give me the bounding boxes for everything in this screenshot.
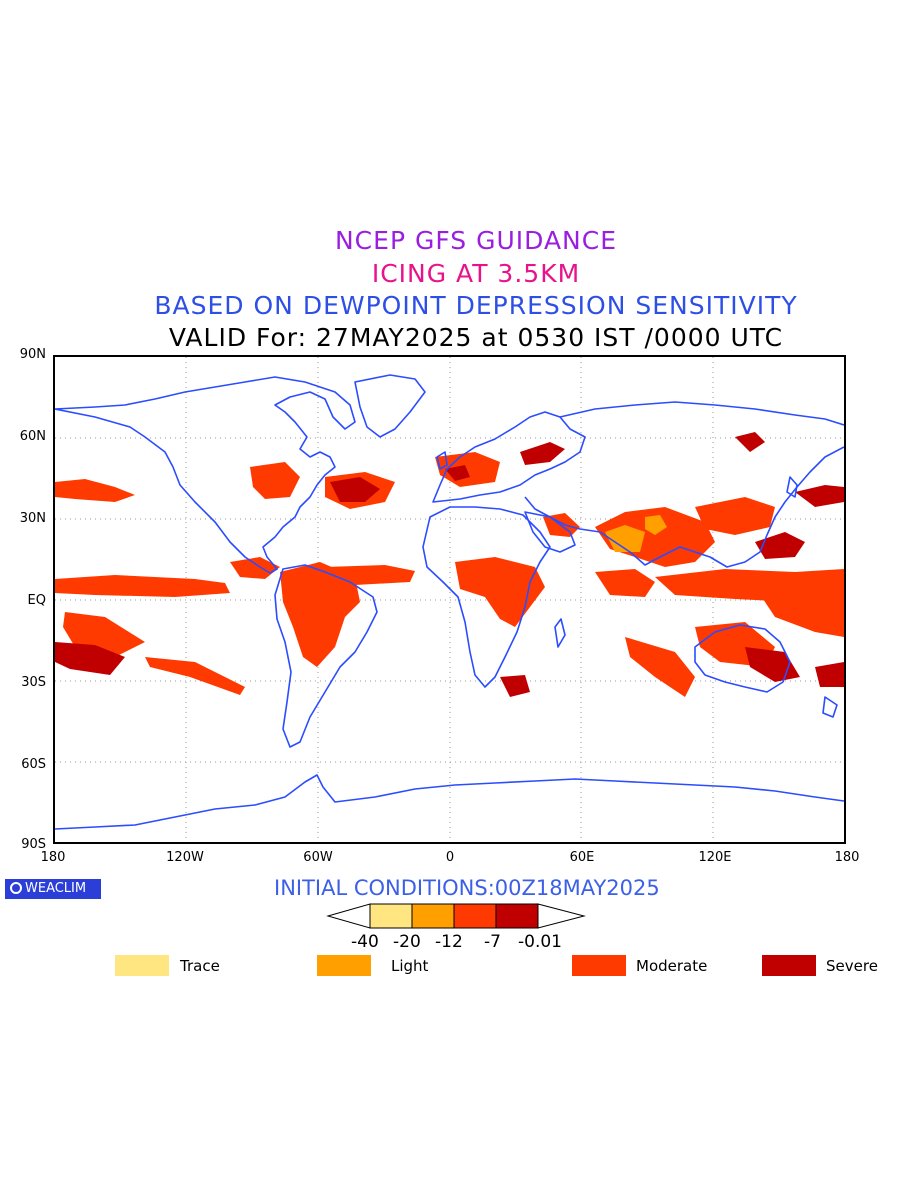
coastline-arabia [524, 511, 576, 553]
colorbar-tick-5: -0.01 [518, 932, 562, 952]
coastline-asia [524, 401, 844, 568]
icing-area-severe-south-pacific [55, 642, 125, 675]
colorbar-segment-moderate [453, 903, 497, 929]
lat-label-90s: 90S [21, 837, 46, 852]
colorbar-tick-1: -40 [351, 932, 379, 952]
lat-label-30n: 30N [19, 511, 46, 526]
lat-label-60s: 60S [21, 757, 46, 772]
coastline-australia [694, 624, 791, 693]
legend-swatch-moderate [572, 955, 626, 976]
coastline-new-zealand [822, 696, 838, 718]
world-map [55, 357, 844, 842]
map-panel [53, 355, 846, 844]
colorbar-tick-4: -7 [484, 932, 501, 952]
colorbar-high-arrow [537, 903, 586, 929]
colorbar-segment-severe [495, 903, 539, 929]
icing-area-severe-north-atlantic [330, 477, 380, 502]
weaclim-circle-icon [10, 882, 22, 894]
legend-swatch-trace [115, 955, 169, 976]
icing-area-south-america [280, 562, 360, 667]
colorbar-segment-trace [369, 903, 413, 929]
icing-area-indian-ocean-west [595, 569, 655, 597]
valid-time-label: VALID For: 27MAY2025 at 0530 IST /0000 U… [168, 323, 784, 352]
icing-area-tropical-pacific-east [55, 575, 230, 597]
coastline-north-america [55, 376, 356, 574]
icing-area-south-indian [625, 637, 695, 697]
coastlines [55, 374, 844, 830]
legend-swatch-severe [762, 955, 816, 976]
legend-label-trace: Trace [180, 957, 220, 975]
icing-area-severe-south-pacific-east [815, 662, 844, 687]
icing-area-central-america [230, 557, 280, 579]
colorbar-segment-light [411, 903, 455, 929]
lat-label-90n: 90N [19, 347, 46, 362]
coastline-greenland [354, 374, 426, 438]
icing-area-north-america [250, 462, 300, 499]
icing-area-east-china [695, 497, 775, 535]
icing-area-light-tibet [645, 515, 667, 535]
icing-area-severe-russia [520, 442, 565, 465]
chart-subtitle-parameter: ICING AT 3.5KM [371, 259, 581, 288]
icing-area-light-india [605, 525, 645, 552]
coastline-africa [422, 506, 551, 688]
legend-label-moderate: Moderate [636, 957, 708, 975]
coastline-japan [786, 476, 798, 498]
icing-area-severe-se-asia [755, 532, 805, 559]
icing-area-north-pacific [55, 479, 135, 502]
icing-areas [55, 432, 844, 697]
lon-label-120w: 120W [166, 850, 204, 865]
icing-area-severe-north-pacific-east [795, 485, 844, 507]
weaclim-logo: WEACLIM [5, 879, 101, 899]
legend-label-severe: Severe [826, 957, 878, 975]
lat-label-60n: 60N [19, 429, 46, 444]
icing-area-severe-europe [445, 465, 470, 481]
legend-swatch-light [317, 955, 371, 976]
chart-title: NCEP GFS GUIDANCE [334, 226, 617, 255]
colorbar-tick-2: -20 [393, 932, 421, 952]
lon-label-0: 0 [445, 850, 455, 865]
lon-label-180w: 180 [40, 850, 66, 865]
coastline-south-america [274, 564, 378, 748]
icing-area-europe [435, 452, 500, 487]
chart-subtitle-method: BASED ON DEWPOINT DEPRESSION SENSITIVITY [154, 291, 798, 320]
lat-label-30s: 30S [21, 675, 46, 690]
lon-label-120e: 120E [698, 850, 732, 865]
icing-area-south-pacific-band [145, 657, 245, 695]
colorbar-low-arrow [326, 903, 371, 929]
lat-label-eq: EQ [27, 593, 46, 608]
icing-area-severe-south-atlantic [500, 675, 530, 697]
lon-label-60w: 60W [303, 850, 333, 865]
lon-label-180e: 180 [834, 850, 860, 865]
colorbar-tick-3: -12 [435, 932, 463, 952]
coastline-antarctica [55, 774, 844, 830]
initial-conditions-label: INITIAL CONDITIONS:00Z18MAY2025 [274, 876, 660, 900]
icing-area-africa [455, 557, 545, 627]
legend-label-light: Light [391, 957, 429, 975]
icing-area-tropical-pacific-west [755, 585, 844, 637]
icing-area-severe-australia-east [745, 647, 800, 682]
graticule [55, 357, 844, 842]
coastline-uk [436, 451, 448, 470]
coastline-madagascar [554, 618, 566, 648]
icing-area-severe-siberia [735, 432, 765, 452]
weaclim-label: WEACLIM [25, 881, 87, 896]
lon-label-60e: 60E [569, 850, 595, 865]
coastline-europe [432, 411, 586, 503]
